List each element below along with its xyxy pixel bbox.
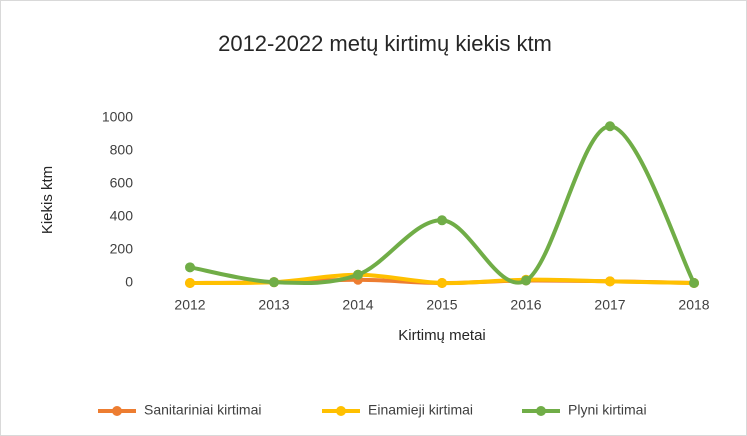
series-marker — [437, 278, 447, 288]
series-marker — [605, 276, 615, 287]
y-tick-label: 800 — [110, 142, 134, 158]
x-tick-label: 2018 — [678, 297, 709, 313]
legend-marker — [536, 406, 546, 416]
x-tick-label: 2017 — [594, 297, 625, 313]
series-line — [188, 124, 696, 286]
legend-marker — [336, 406, 346, 416]
y-tick-label: 0 — [125, 274, 133, 290]
x-tick-label: 2016 — [510, 297, 541, 313]
series-marker — [353, 269, 363, 280]
series-marker — [605, 121, 615, 132]
legend-label: Sanitariniai kirtimai — [144, 402, 261, 418]
legend-marker — [112, 406, 122, 416]
chart-title: 2012-2022 metų kirtimų kiekis ktm — [218, 31, 552, 56]
series-marker — [521, 275, 531, 286]
legend-label: Einamieji kirtimai — [368, 402, 473, 418]
x-axis-label: Kirtimų metai — [398, 327, 486, 344]
series-marker — [437, 215, 447, 226]
y-tick-label: 200 — [110, 241, 134, 257]
series-marker — [185, 278, 195, 288]
y-tick-label: 600 — [110, 175, 134, 191]
series-marker — [185, 262, 195, 273]
y-axis-label: Kiekis ktm — [39, 166, 56, 234]
y-tick-label: 400 — [110, 208, 134, 224]
x-tick-label: 2015 — [426, 297, 457, 313]
x-tick-label: 2014 — [342, 297, 373, 313]
y-tick-label: 1000 — [102, 109, 133, 125]
legend-label: Plyni kirtimai — [568, 402, 647, 418]
series-marker — [269, 277, 279, 288]
series-marker — [689, 278, 699, 288]
x-tick-label: 2012 — [174, 297, 205, 313]
x-tick-label: 2013 — [258, 297, 289, 313]
